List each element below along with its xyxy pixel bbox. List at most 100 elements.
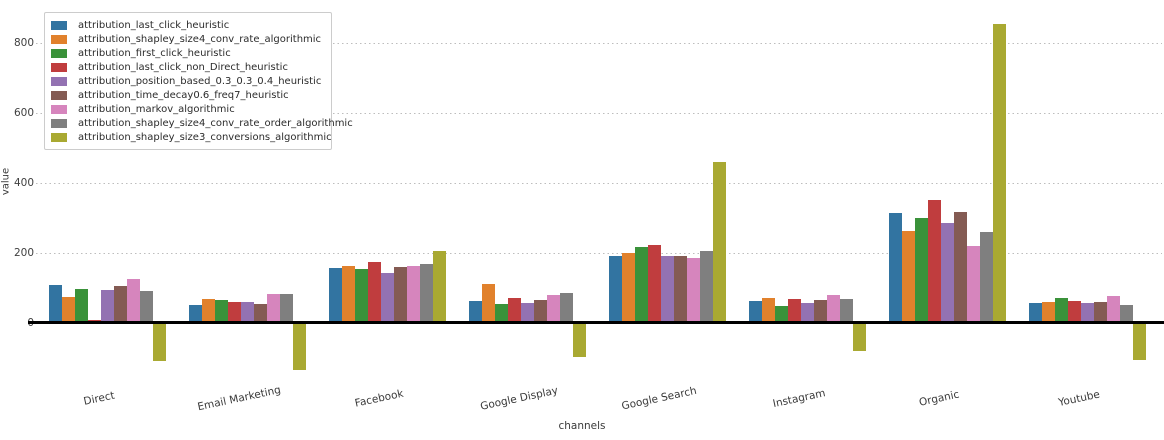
legend-label: attribution_first_click_heuristic <box>78 47 231 59</box>
legend-swatch-icon <box>51 20 67 30</box>
bar <box>406 266 420 323</box>
bar <box>100 289 114 323</box>
bar <box>787 298 801 323</box>
bar <box>367 262 381 323</box>
legend-label: attribution_last_click_non_Direct_heuris… <box>78 61 288 73</box>
legend-item: attribution_shapley_size3_conversions_al… <box>51 131 332 145</box>
bar <box>647 244 661 323</box>
bar <box>240 302 254 323</box>
legend-label: attribution_last_click_heuristic <box>78 19 230 31</box>
bar <box>953 212 967 323</box>
x-axis-zero-line <box>28 321 1164 324</box>
bar <box>393 267 407 323</box>
legend-label: attribution_markov_algorithmic <box>78 104 235 116</box>
bar <box>940 222 954 323</box>
bar <box>227 302 241 323</box>
legend-item: attribution_last_click_non_Direct_heuris… <box>51 60 325 74</box>
legend-item: attribution_shapley_size4_conv_rate_orde… <box>51 117 353 131</box>
legend-item: attribution_position_based_0.3_0.3_0.4_h… <box>51 74 325 88</box>
bar <box>507 298 521 323</box>
bar <box>1054 298 1068 323</box>
legend-label: attribution_shapley_size3_conversions_al… <box>78 132 332 144</box>
bar <box>826 295 840 323</box>
legend-swatch-icon <box>51 62 67 72</box>
bar <box>800 303 814 323</box>
bar <box>559 292 573 323</box>
bar <box>966 246 980 323</box>
bar <box>481 284 495 323</box>
bar <box>74 289 88 323</box>
legend-label: attribution_shapley_size4_conv_rate_algo… <box>78 33 322 45</box>
legend-label: attribution_position_based_0.3_0.3_0.4_h… <box>78 75 322 87</box>
bar <box>774 305 788 323</box>
legend-swatch-icon <box>51 91 67 101</box>
bar <box>214 299 228 323</box>
bar <box>48 284 62 323</box>
bar <box>621 253 635 323</box>
legend-swatch-icon <box>51 34 67 44</box>
bar <box>201 298 215 323</box>
bar <box>748 300 762 323</box>
y-tick-label-200: 200 <box>13 247 34 259</box>
bar <box>979 232 993 323</box>
bar <box>1080 303 1094 323</box>
bar <box>139 290 153 323</box>
bar <box>852 324 866 351</box>
bar <box>660 256 674 323</box>
bar <box>1067 300 1081 323</box>
bar <box>813 299 827 323</box>
bar <box>354 269 368 323</box>
bar <box>888 213 902 323</box>
bar <box>279 293 293 323</box>
legend-item: attribution_first_click_heuristic <box>51 46 325 60</box>
bar <box>292 324 306 370</box>
bar <box>468 300 482 323</box>
bar <box>1106 296 1120 323</box>
bar <box>761 298 775 323</box>
legend-label: attribution_shapley_size4_conv_rate_orde… <box>78 118 353 130</box>
bar <box>533 299 547 323</box>
bar <box>608 256 622 323</box>
gridline-800 <box>36 43 1162 44</box>
bar <box>927 200 941 323</box>
bar <box>634 247 648 323</box>
legend-swatch-icon <box>51 119 67 129</box>
gridline-200 <box>36 253 1162 254</box>
bar <box>152 324 166 362</box>
bar <box>113 285 127 323</box>
bar <box>686 258 700 323</box>
bar <box>1119 305 1133 323</box>
bar <box>328 268 342 323</box>
bar <box>712 162 726 323</box>
legend-label: attribution_time_decay0.6_freq7_heuristi… <box>78 90 289 102</box>
y-tick-label-400: 400 <box>13 177 34 189</box>
bar <box>901 230 915 323</box>
bar <box>1041 302 1055 323</box>
bar <box>1093 302 1107 323</box>
x-axis-label: channels <box>558 420 606 432</box>
bar <box>61 297 75 323</box>
legend-swatch-icon <box>51 76 67 86</box>
bar <box>1028 303 1042 323</box>
bar <box>520 303 534 323</box>
bar <box>572 324 586 357</box>
gridline-400 <box>36 183 1162 184</box>
y-tick-label-800: 800 <box>13 37 34 49</box>
legend-swatch-icon <box>51 48 67 58</box>
bar <box>188 305 202 323</box>
legend-item: attribution_shapley_size4_conv_rate_algo… <box>51 32 325 46</box>
bar <box>992 24 1006 323</box>
legend-swatch-icon <box>51 133 67 143</box>
legend-item: attribution_time_decay0.6_freq7_heuristi… <box>51 88 325 102</box>
y-tick-label-600: 600 <box>13 107 34 119</box>
legend-swatch-icon <box>51 105 67 115</box>
bar <box>546 295 560 323</box>
bar <box>126 278 140 323</box>
legend: attribution_last_click_heuristic attribut… <box>44 12 353 150</box>
bar <box>432 250 446 323</box>
gridline-600 <box>36 113 1162 114</box>
bar <box>494 303 508 323</box>
bar <box>253 303 267 323</box>
bar <box>1132 324 1146 361</box>
